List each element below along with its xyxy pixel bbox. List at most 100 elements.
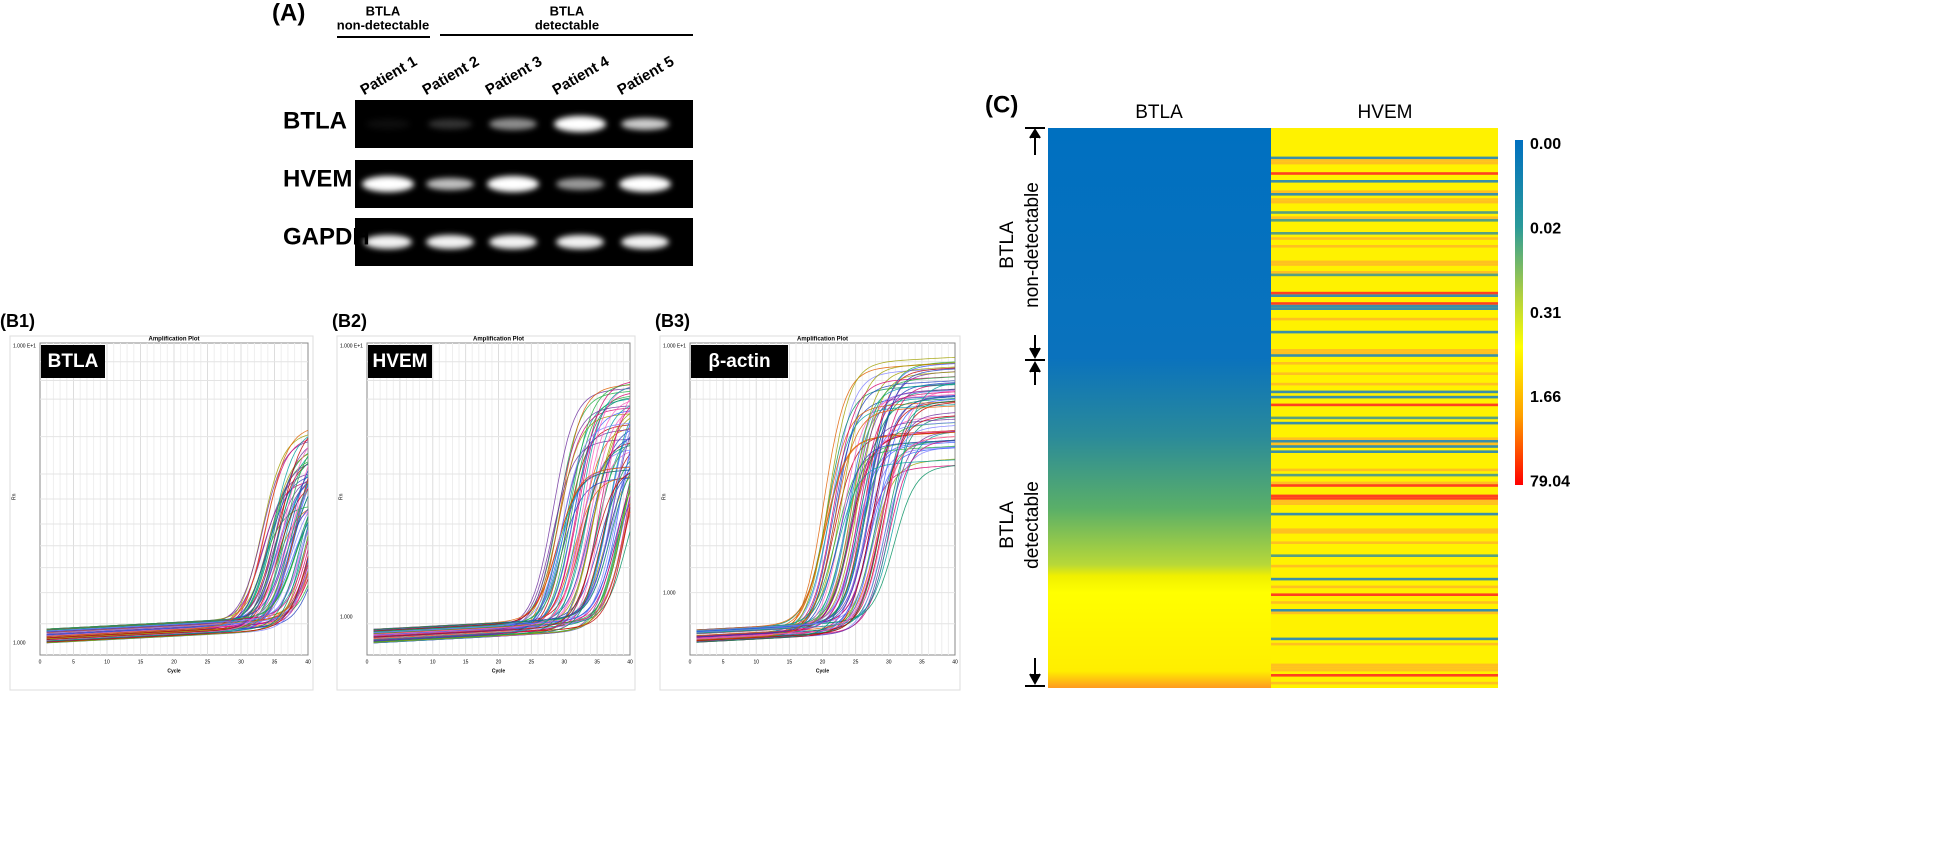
heatmap-stripe: [1271, 372, 1498, 375]
amplification-curve: [696, 439, 956, 638]
y-tick-label: 1.000: [13, 640, 26, 646]
heatmap-stripe: [1271, 663, 1498, 667]
heatmap-stripe: [1271, 395, 1498, 399]
heatmap-stripe: [1271, 193, 1498, 196]
amplification-curve: [696, 436, 956, 639]
heatmap-column: [1048, 128, 1271, 688]
amplification-curve: [46, 556, 309, 643]
heatmap-stripe: [1271, 211, 1498, 214]
heatmap-stripe: [1271, 273, 1498, 277]
heatmap-stripe: [1271, 585, 1498, 589]
y-tick-label: 1.000 E+1: [340, 343, 363, 349]
heatmap-stripe: [1271, 198, 1498, 201]
y-tick-label: 1.000 E+1: [663, 343, 686, 349]
heatmap-stripe: [1271, 642, 1498, 646]
heatmap-stripe: [1271, 450, 1498, 453]
gene-label: BTLA: [48, 351, 99, 372]
heatmap-stripe: [1271, 497, 1498, 500]
amplification-curve: [696, 415, 956, 642]
colorbar-tick-label: 0.31: [1530, 305, 1561, 322]
heatmap-stripe: [1271, 609, 1498, 612]
x-tick-label: 5: [72, 659, 75, 665]
heatmap-stripe: [1271, 481, 1498, 485]
heatmap-stripe: [1271, 674, 1498, 677]
column-label: BTLA: [1135, 102, 1183, 123]
heatmap-stripe: [1271, 531, 1498, 534]
amplification-curve: [373, 400, 631, 635]
lane-label: Patient 1: [357, 53, 420, 99]
x-tick-label: 20: [496, 659, 502, 665]
heatmap-stripe: [1271, 180, 1498, 183]
group-label: BTLA: [550, 3, 585, 18]
y-tick-label: 1.000 E+1: [13, 343, 36, 349]
group-label: non-detectable: [337, 17, 429, 32]
heatmap-stripe: [1271, 554, 1498, 557]
x-tick-label: 25: [853, 659, 859, 665]
plot-frame: [659, 335, 961, 691]
group-label: BTLA: [997, 221, 1018, 269]
amplification-curve: [46, 429, 309, 637]
heatmap-stripe: [1271, 271, 1498, 274]
lane-label: Patient 2: [419, 53, 482, 99]
heatmap-stripe: [1271, 403, 1498, 407]
heatmap-stripe: [1271, 307, 1498, 310]
gene-box: [368, 345, 432, 378]
plot-title: Amplification Plot: [149, 337, 200, 343]
heatmap-stripe: [1271, 601, 1498, 604]
y-axis-label: Rn: [338, 493, 344, 500]
colorbar-tick-label: 79.04: [1530, 473, 1570, 490]
x-axis-label: Cycle: [816, 668, 830, 674]
heatmap-stripe: [1271, 349, 1498, 352]
heatmap-stripe: [1271, 390, 1498, 394]
group-arrows: [1025, 127, 1045, 687]
x-tick-label: 10: [104, 659, 110, 665]
plot-title: Amplification Plot: [473, 337, 524, 343]
x-tick-label: 20: [171, 659, 177, 665]
amplification-curve: [696, 431, 956, 642]
plot-title: Amplification Plot: [797, 337, 848, 343]
amplification-curve: [696, 422, 956, 633]
heatmap-stripe: [1271, 172, 1498, 175]
amplification-curve: [46, 488, 309, 640]
heatmap-stripe: [1271, 330, 1498, 334]
heatmap-stripe: [1271, 302, 1498, 305]
heatmap-stripe: [1271, 473, 1498, 477]
amplification-curve: [696, 425, 956, 631]
heatmap-stripe: [1271, 593, 1498, 596]
heatmap-stripe: [1271, 442, 1498, 446]
amplification-curve: [46, 529, 309, 632]
colorbar-tick-label: 1.66: [1530, 389, 1561, 406]
colorbar-tick-label: 0.02: [1530, 221, 1561, 238]
heatmap-stripe: [1271, 512, 1498, 516]
gel-bands: [362, 116, 671, 249]
heatmap-stripe: [1271, 484, 1498, 487]
heatmap-stripe: [1271, 351, 1498, 355]
x-tick-label: 40: [627, 659, 633, 665]
x-tick-label: 15: [138, 659, 144, 665]
amplification-curve: [373, 473, 631, 630]
amplification-curve: [46, 516, 309, 642]
heatmap-stripe: [1271, 577, 1498, 581]
amplification-curve: [696, 398, 956, 643]
lane-label: Patient 4: [549, 53, 612, 99]
x-tick-label: 35: [919, 659, 925, 665]
amplification-curve: [373, 469, 631, 632]
heatmap-stripe: [1271, 637, 1498, 641]
heatmap-stripe: [1271, 499, 1498, 503]
heatmap-stripe: [1271, 437, 1498, 440]
heatmap-stripe: [1271, 468, 1498, 472]
heatmap-stripe: [1271, 416, 1498, 420]
heatmap-stripe: [1271, 156, 1498, 160]
heatmap-stripe: [1271, 502, 1498, 505]
heatmap-stripe: [1271, 291, 1498, 295]
heatmap-stripe: [1271, 219, 1498, 222]
heatmap-stripe: [1271, 528, 1498, 531]
x-tick-label: 40: [952, 659, 958, 665]
heatmap-stripe: [1271, 354, 1498, 357]
row-label: HVEM: [283, 165, 352, 192]
amplification-curve: [696, 383, 956, 633]
panel-label: (B1): [0, 311, 35, 331]
x-tick-label: 10: [430, 659, 436, 665]
